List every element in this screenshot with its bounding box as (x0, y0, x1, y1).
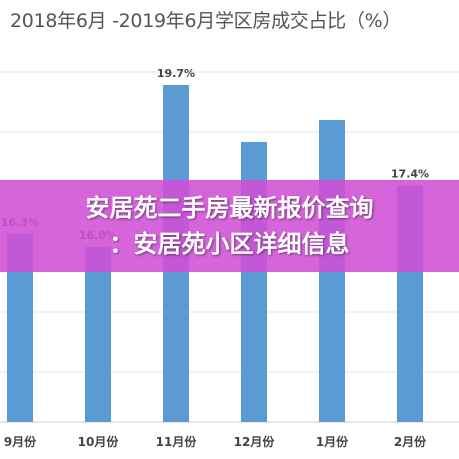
x-tick-label: 9月份 (4, 434, 37, 449)
x-tick-labels: 9月份 10月份 11月份 12月份 1月份 2月份 (4, 434, 427, 449)
bars (7, 85, 423, 422)
data-label: 19.7% (157, 67, 195, 80)
x-tick-label: 10月份 (78, 434, 120, 449)
x-tick-label: 12月份 (234, 434, 276, 449)
banner-line-2: ：安居苑小区详细信息 (109, 230, 350, 258)
x-tick-label: 1月份 (316, 434, 349, 449)
overlay-banner[interactable]: 安居苑二手房最新报价查询 ：安居苑小区详细信息 (0, 180, 459, 272)
bar-10月份 (85, 246, 111, 422)
banner-line-1: 安居苑二手房最新报价查询 (85, 194, 374, 222)
x-tick-label: 2月份 (394, 434, 427, 449)
data-label: 17.4% (391, 168, 429, 181)
chart-title: 2018年6月 -2019年6月学区房成交占比（%） (10, 10, 402, 32)
x-tick-label: 11月份 (156, 434, 198, 449)
